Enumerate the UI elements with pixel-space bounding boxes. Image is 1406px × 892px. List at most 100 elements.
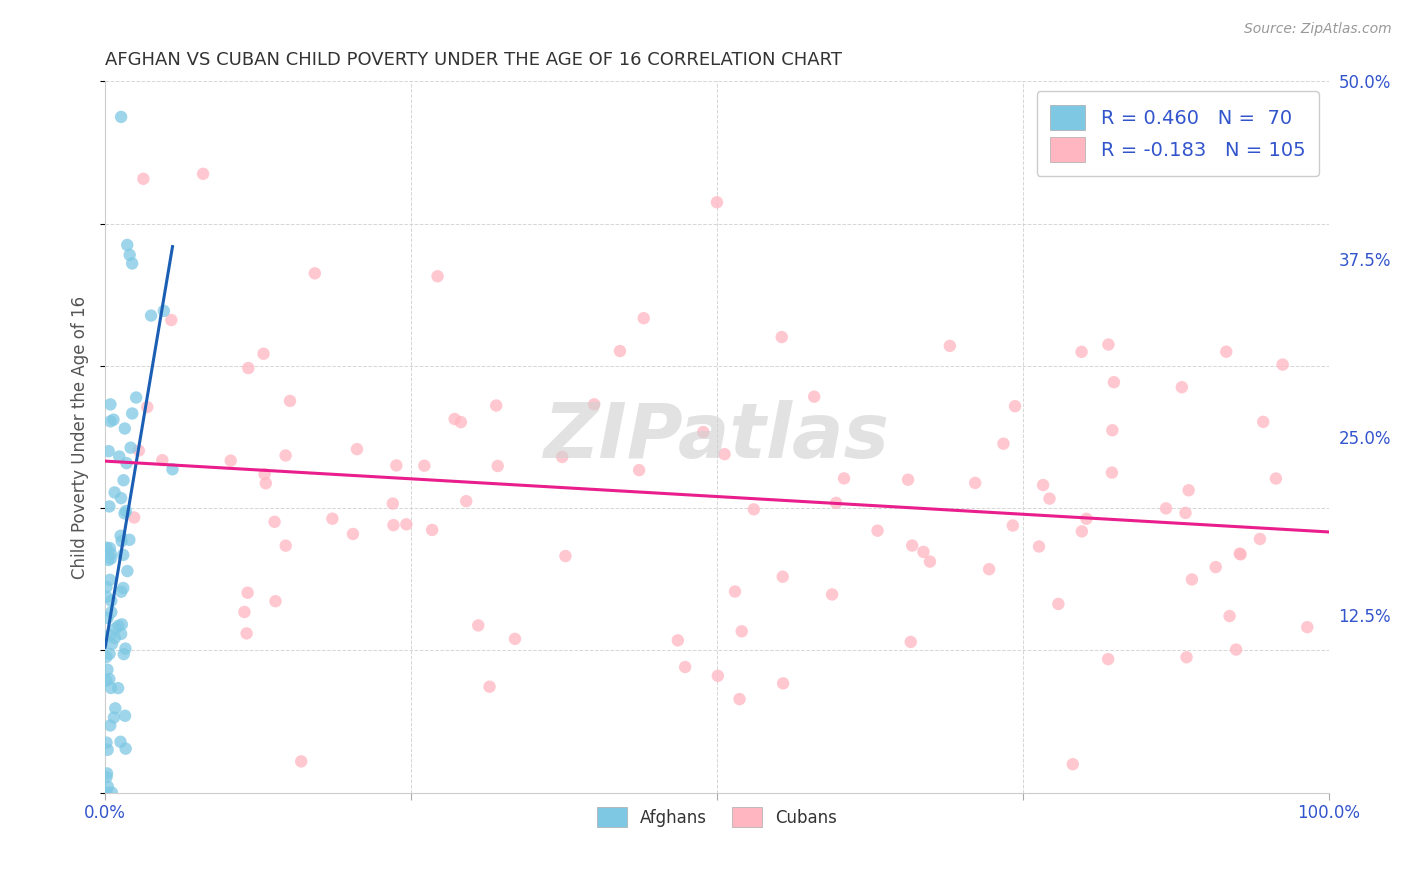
Point — [666, 633, 689, 648]
Point — [866, 524, 889, 538]
Point — [97, 553, 120, 567]
Point — [1102, 375, 1125, 389]
Point — [713, 447, 735, 461]
Point — [101, 637, 124, 651]
Point — [692, 425, 714, 439]
Point — [110, 735, 132, 749]
Point — [1249, 532, 1271, 546]
Point — [117, 564, 139, 578]
Point — [104, 631, 127, 645]
Point — [706, 195, 728, 210]
Point — [219, 453, 242, 467]
Point — [100, 551, 122, 566]
Point — [897, 473, 920, 487]
Point — [443, 412, 465, 426]
Point — [132, 171, 155, 186]
Point — [97, 743, 120, 757]
Point — [121, 407, 143, 421]
Point — [274, 449, 297, 463]
Point — [104, 701, 127, 715]
Point — [98, 672, 121, 686]
Point — [98, 628, 121, 642]
Point — [96, 541, 118, 555]
Point — [1229, 547, 1251, 561]
Point — [112, 473, 135, 487]
Point — [742, 502, 765, 516]
Point — [114, 421, 136, 435]
Point — [1032, 478, 1054, 492]
Point — [1047, 597, 1070, 611]
Point — [342, 527, 364, 541]
Point — [803, 390, 825, 404]
Point — [110, 110, 132, 124]
Point — [1097, 652, 1119, 666]
Point — [264, 594, 287, 608]
Point — [96, 580, 118, 594]
Point — [993, 436, 1015, 450]
Point — [707, 669, 730, 683]
Point — [485, 399, 508, 413]
Point — [160, 313, 183, 327]
Point — [112, 647, 135, 661]
Point — [150, 453, 173, 467]
Point — [1062, 757, 1084, 772]
Point — [110, 529, 132, 543]
Point — [118, 248, 141, 262]
Point — [1101, 423, 1123, 437]
Point — [456, 494, 478, 508]
Point — [450, 415, 472, 429]
Point — [100, 547, 122, 561]
Point — [413, 458, 436, 473]
Point — [238, 361, 260, 376]
Point — [1271, 358, 1294, 372]
Point — [1097, 337, 1119, 351]
Point — [1004, 399, 1026, 413]
Point — [107, 619, 129, 633]
Point — [395, 517, 418, 532]
Point — [97, 611, 120, 625]
Point — [1070, 524, 1092, 539]
Point — [1154, 501, 1177, 516]
Point — [96, 736, 118, 750]
Point — [1171, 380, 1194, 394]
Point — [1219, 609, 1241, 624]
Point — [139, 309, 162, 323]
Point — [100, 414, 122, 428]
Point — [103, 710, 125, 724]
Point — [426, 269, 449, 284]
Point — [100, 594, 122, 608]
Point — [1076, 512, 1098, 526]
Point — [1177, 483, 1199, 498]
Point — [191, 167, 214, 181]
Point — [111, 617, 134, 632]
Point — [118, 533, 141, 547]
Point — [731, 624, 754, 639]
Point — [100, 397, 122, 411]
Text: AFGHAN VS CUBAN CHILD POVERTY UNDER THE AGE OF 16 CORRELATION CHART: AFGHAN VS CUBAN CHILD POVERTY UNDER THE … — [105, 51, 842, 69]
Point — [467, 618, 489, 632]
Point — [153, 304, 176, 318]
Point — [382, 518, 405, 533]
Point — [98, 718, 121, 732]
Point — [112, 581, 135, 595]
Point — [503, 632, 526, 646]
Point — [96, 786, 118, 800]
Point — [114, 708, 136, 723]
Point — [1205, 560, 1227, 574]
Point — [673, 660, 696, 674]
Point — [724, 584, 747, 599]
Point — [1070, 344, 1092, 359]
Point — [770, 330, 793, 344]
Point — [254, 476, 277, 491]
Point — [96, 649, 118, 664]
Point — [918, 555, 941, 569]
Point — [832, 471, 855, 485]
Point — [98, 541, 121, 555]
Point — [104, 485, 127, 500]
Point — [583, 397, 606, 411]
Point — [772, 676, 794, 690]
Point — [252, 347, 274, 361]
Point — [97, 780, 120, 794]
Point — [1296, 620, 1319, 634]
Point — [236, 586, 259, 600]
